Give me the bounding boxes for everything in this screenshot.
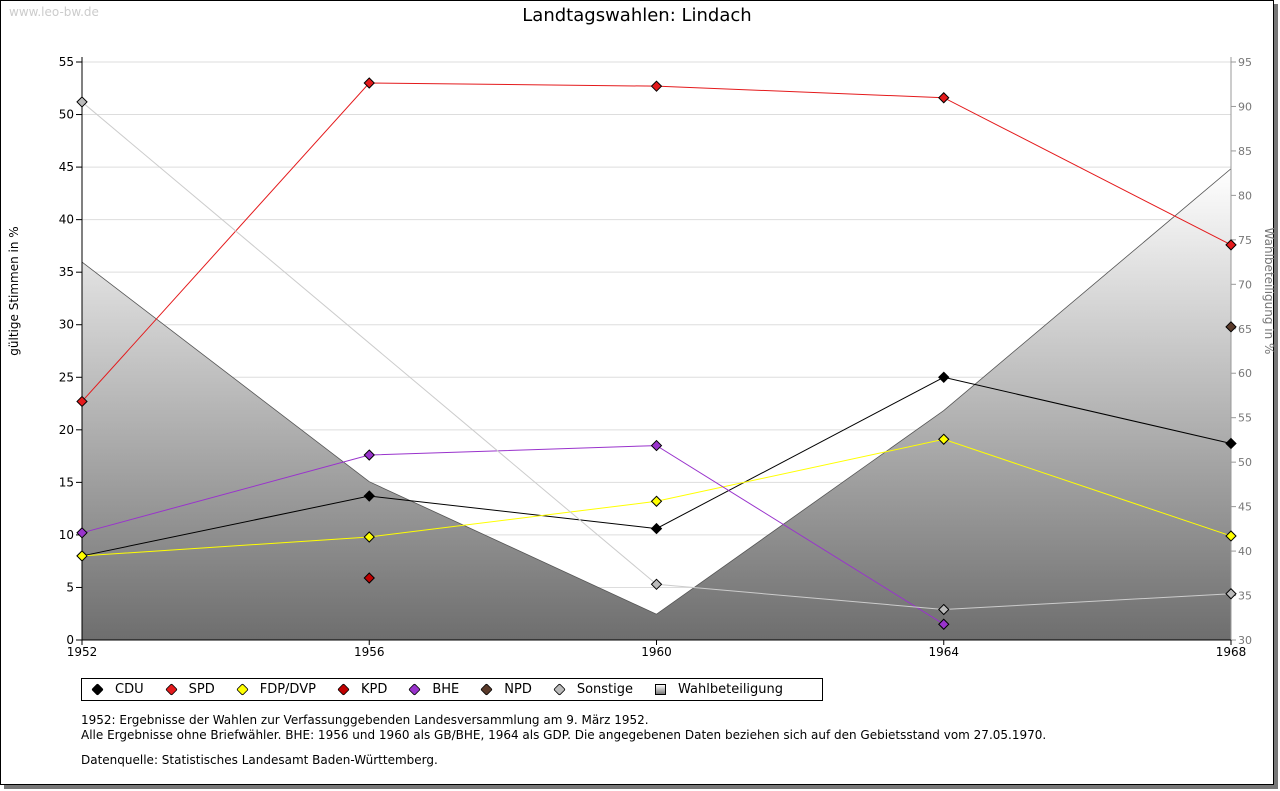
legend-item: FDP/DVP [235, 682, 316, 697]
x-tick-label: 1960 [641, 645, 672, 659]
legend-label: BHE [432, 682, 460, 697]
y-tick-label: 40 [59, 213, 74, 227]
legend: CDU SPD FDP/DVP KPD BHE NPD Sonstige Wahlbeteil… [81, 678, 823, 701]
legend-item: Sonstige [553, 682, 634, 697]
y2-tick-label: 40 [1238, 545, 1252, 558]
y2-tick-label: 95 [1238, 56, 1252, 69]
y-tick-label: 10 [59, 528, 74, 542]
legend-marker-icon [480, 683, 493, 696]
data-point-spd [1225, 239, 1237, 251]
chart-plot: 0 5 10 15 20 25 30 35 40 45 50 55 30 35 40 45 50 55 60 65 70… [7, 55, 1276, 659]
y2-tick-label: 80 [1238, 189, 1252, 202]
legend-item: KPD [337, 682, 388, 697]
y2-tick-label: 60 [1238, 367, 1252, 380]
data-point-cdu [650, 522, 663, 535]
y-tick-label: 50 [59, 108, 74, 122]
data-point-bhe [938, 618, 950, 630]
legend-label: FDP/DVP [259, 682, 316, 697]
data-point-fdp-dvp [938, 433, 950, 445]
x-tick-label: 1952 [67, 645, 98, 659]
legend-item: SPD [164, 682, 215, 697]
y2-tick-label: 50 [1238, 456, 1252, 469]
y2-tick-label: 90 [1238, 100, 1252, 113]
y-tick-label: 30 [59, 318, 74, 332]
data-point-sonstige [76, 96, 88, 108]
y2-tick-label: 70 [1238, 278, 1252, 291]
y2-tick-label: 65 [1238, 323, 1252, 336]
legend-item: CDU [91, 682, 144, 697]
legend-label: Wahlbeteiligung [678, 682, 784, 697]
turnout-area [81, 167, 1232, 641]
legend-label: SPD [188, 682, 215, 697]
note-source: Datenquelle: Statistisches Landesamt Bad… [81, 753, 438, 767]
data-point-cdu [938, 371, 950, 383]
note-general: Alle Ergebnisse ohne Briefwähler. BHE: 1… [81, 728, 1047, 742]
data-point-bhe [76, 527, 88, 539]
y2-tick-label: 85 [1238, 145, 1252, 158]
legend-marker-icon [655, 684, 667, 695]
y-tick-label: 20 [59, 423, 74, 437]
note-1952: 1952: Ergebnisse der Wahlen zur Verfassu… [81, 713, 649, 727]
data-point-fdp-dvp [1225, 530, 1237, 542]
y-axis-title: gültige Stimmen in % [7, 226, 21, 355]
series-line-bhe [81, 445, 945, 625]
y2-tick-label: 35 [1238, 590, 1252, 603]
data-point-fdp-dvp [650, 495, 663, 507]
legend-marker-icon [91, 683, 104, 696]
data-point-cdu [1225, 437, 1237, 450]
x-tick-label: 1964 [928, 645, 959, 659]
legend-item: NPD [480, 682, 532, 697]
legend-item: Wahlbeteiligung [655, 682, 783, 697]
data-point-cdu [363, 490, 375, 502]
series-line-sonstige [81, 101, 1232, 611]
data-point-npd [1225, 321, 1237, 333]
y-tick-label: 35 [59, 265, 74, 279]
y-tick-label: 25 [59, 370, 74, 384]
y2-tick-label: 45 [1238, 501, 1252, 514]
y-tick-label: 0 [66, 633, 74, 647]
y2-tick-label: 75 [1238, 234, 1252, 247]
data-point-sonstige [1225, 588, 1237, 600]
legend-marker-icon [408, 683, 422, 696]
data-point-spd [76, 395, 88, 408]
data-point-spd [938, 92, 950, 104]
legend-marker-icon [235, 683, 249, 696]
legend-label: Sonstige [576, 682, 634, 697]
legend-marker-icon [337, 683, 350, 696]
data-point-kpd [363, 572, 375, 584]
data-point-sonstige [650, 578, 663, 591]
data-point-spd [650, 80, 663, 92]
data-point-fdp-dvp [363, 531, 375, 543]
data-point-fdp-dvp [76, 550, 88, 562]
watermark: www.leo-bw.de [9, 5, 99, 19]
data-point-bhe [363, 449, 375, 461]
y2-tick-label: 30 [1238, 634, 1252, 647]
y-tick-label: 45 [59, 160, 74, 174]
y-tick-label: 15 [59, 475, 74, 489]
legend-item: BHE [408, 682, 460, 697]
x-tick-label: 1956 [354, 645, 385, 659]
data-point-sonstige [938, 603, 950, 616]
legend-marker-icon [164, 683, 178, 696]
legend-marker-icon [553, 683, 566, 696]
y2-tick-label: 55 [1238, 412, 1252, 425]
chart-title: Landtagswahlen: Lindach [522, 5, 752, 26]
legend-label: CDU [115, 682, 144, 697]
legend-label: KPD [360, 682, 388, 697]
x-tick-label: 1968 [1216, 645, 1247, 659]
legend-label: NPD [504, 682, 532, 697]
y2-axis-title: Wahlbeteiligung in % [1262, 228, 1276, 355]
data-point-bhe [650, 439, 663, 452]
y-tick-label: 55 [59, 55, 74, 69]
y-tick-label: 5 [66, 580, 74, 594]
data-point-spd [363, 77, 375, 89]
